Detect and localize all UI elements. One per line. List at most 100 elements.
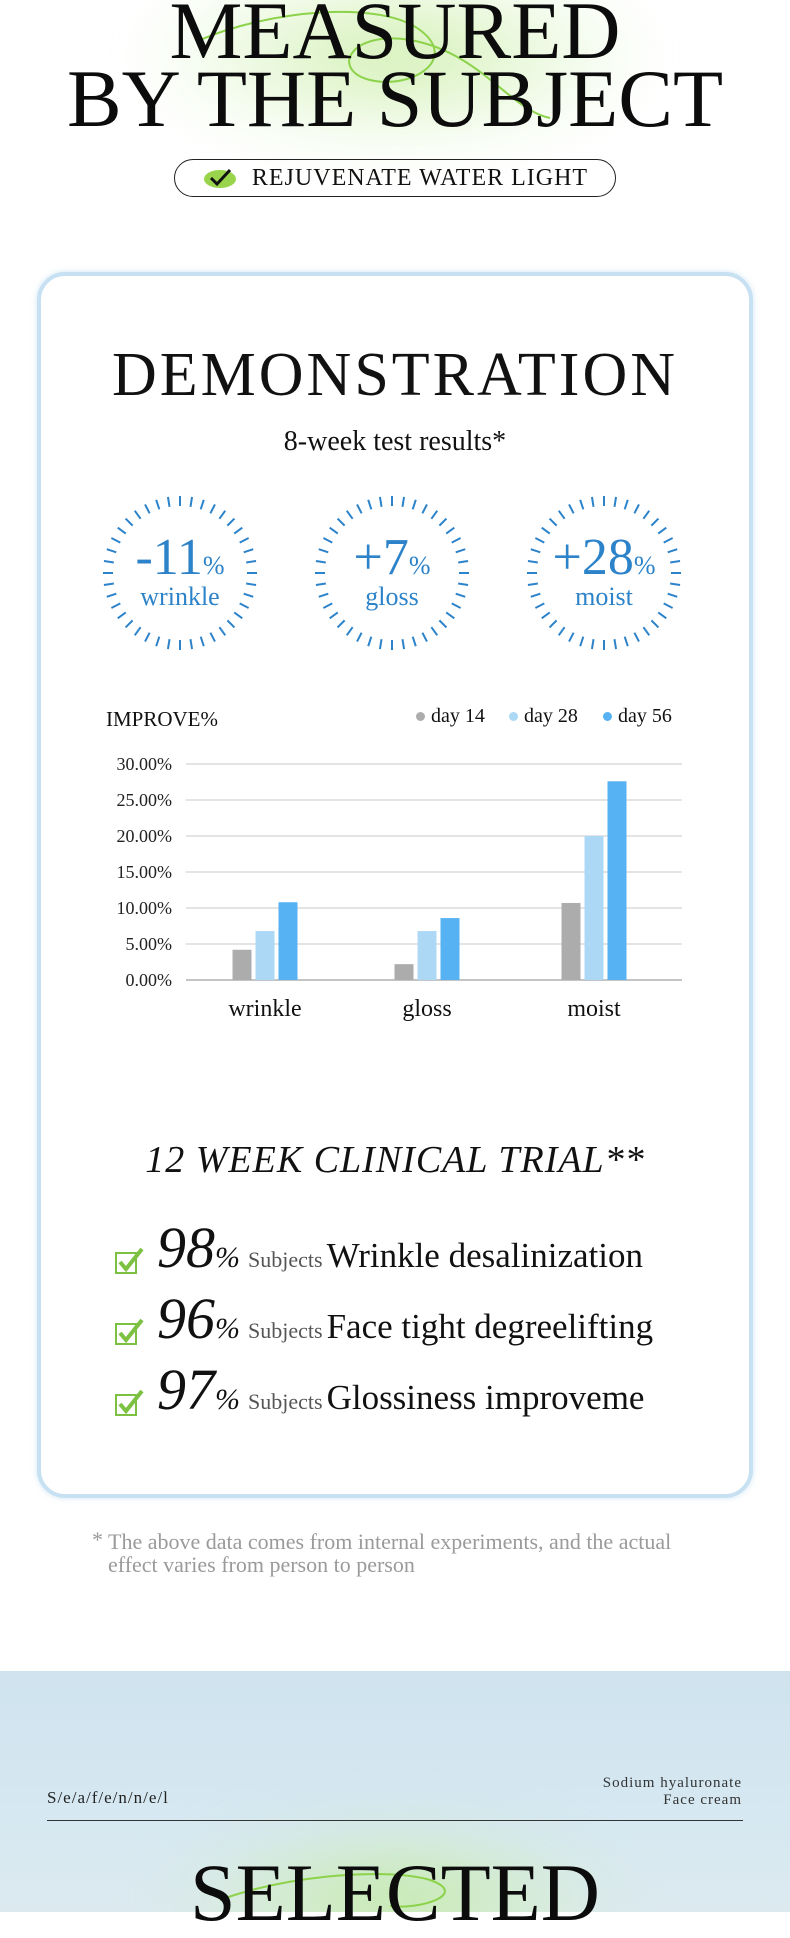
dial-tick [367,636,373,647]
y-tick-label: 30.00% [117,754,173,774]
bar-wrinkle-day56 [278,902,298,980]
legend-dot-day14 [416,712,425,721]
dial-tick [322,602,333,609]
dial-tick [378,639,383,650]
trial-item-1-subjects: Subjects [248,1247,323,1272]
dial-tick [166,496,171,507]
dial-tick [155,499,161,510]
x-tick-label: wrinkle [228,996,301,1022]
dial-tick [199,499,205,510]
dial-tick [590,496,595,507]
dial-tick [322,537,333,544]
dial-tick [451,602,462,609]
chart-title: IMPROVE% [106,707,219,731]
bar-gloss-day28 [417,931,437,980]
trial-title: 12 WEEK CLINICAL TRIAL** [145,1139,645,1181]
dial-tick [233,611,243,620]
dial-tick [534,602,545,609]
dial-ring-wrinkle [103,496,257,650]
dial-tick [318,592,329,598]
dial-tick [226,517,236,527]
dial-tick [378,496,383,507]
trial-item-2-subjects: Subjects [248,1318,323,1343]
dial-tick [367,499,373,510]
y-tick-label: 20.00% [117,826,173,846]
y-tick-label: 5.00% [126,934,173,954]
dial-tick [401,639,406,650]
y-tick-label: 25.00% [117,790,173,810]
trial-item-2-sign: % [215,1312,240,1345]
check-icon [115,1247,144,1274]
dial-tick [133,510,142,520]
demo-title: DEMONSTRATION [112,341,678,409]
dial-tick [445,526,455,535]
bar-gloss-day56 [440,918,460,980]
dial-tick [613,639,618,650]
dial-tick [117,526,127,535]
dial-tick [557,510,566,520]
dial-tick [642,626,651,636]
dial-tick [657,611,667,620]
hero-swirl [199,10,551,119]
dial-tick [133,626,142,636]
dial-tick [110,602,121,609]
stat-moist-label: moist [575,582,633,611]
dial-tick [401,496,406,507]
stat-moist-value: +28% [552,529,656,586]
dial-tick [233,526,243,535]
dial-tick [239,537,250,544]
dial-tick [568,503,575,514]
dial-tick [329,526,339,535]
dial-tick [106,548,117,554]
dial-tick [670,582,681,587]
dial-tick [421,503,428,514]
dial-tick [650,619,660,629]
results-card [37,272,753,1498]
y-tick-label: 0.00% [126,970,173,990]
dial-tick [438,619,448,629]
dial-tick [218,626,227,636]
dial-tick [124,619,134,629]
dial-tick [356,503,363,514]
product-name: Sodium hyaluronate Face cream [603,1775,742,1809]
dial-tick [613,496,618,507]
dial-tick [209,632,216,643]
dial-tick [411,636,417,647]
divider [47,1820,743,1821]
trial-item-3-desc: Glossiness improveme [326,1378,645,1417]
dial-tick [650,517,660,527]
trial-item-2-pct: 96 [157,1286,215,1351]
y-tick-label: 15.00% [117,862,173,882]
dial-tick [243,592,254,598]
dial-tick [541,611,551,620]
x-tick-label: gloss [402,996,451,1022]
dial-tick [657,526,667,535]
trial-item-3-sign: % [215,1383,240,1416]
dial-tick [663,602,674,609]
dial-tick [527,559,538,564]
trial-item-1: 98 % Subjects Wrinkle desalinization [157,1214,643,1281]
dial-tick [345,626,354,636]
legend-label-day28: day 28 [524,705,578,727]
dial-tick [530,592,541,598]
trial-item-1-desc: Wrinkle desalinization [326,1236,643,1275]
legend-dot-day56 [603,712,612,721]
dial-tick [458,582,469,587]
bar-moist-day28 [584,836,604,980]
dial-tick [155,636,161,647]
trial-item-3-pct: 97 [157,1357,215,1422]
trial-item-2: 96 % Subjects Face tight degreelifting [157,1285,653,1352]
dial-tick [246,582,257,587]
stat-gloss-label: gloss [365,582,419,611]
legend-day14: day 14 [416,705,485,728]
dial-tick [315,559,326,564]
dial-tick [103,582,114,587]
dial-tick [579,636,585,647]
dial-tick [144,632,151,643]
dial-tick [226,619,236,629]
trial-item-1-pct: 98 [157,1215,215,1280]
dial-tick [438,517,448,527]
check-leaf-icon [203,168,236,188]
dial-tick [557,626,566,636]
demo-subtitle: 8-week test results* [283,426,507,457]
